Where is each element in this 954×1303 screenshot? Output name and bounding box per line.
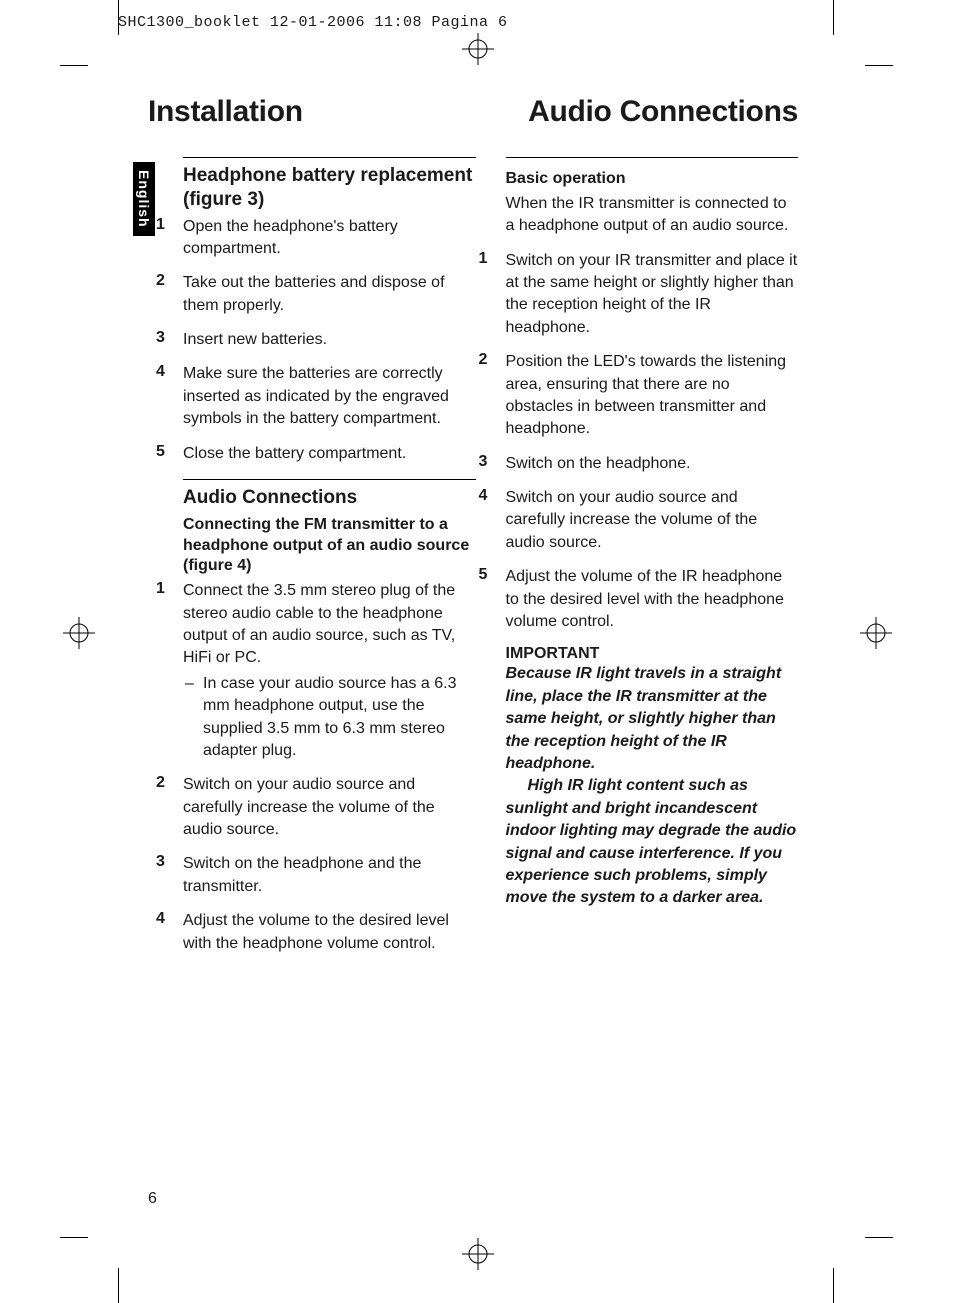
audio-steps: Connect the 3.5 mm stereo plug of the st… xyxy=(183,580,476,955)
left-column: Headphone battery replacement (figure 3)… xyxy=(183,157,476,967)
language-tab: English xyxy=(133,162,155,236)
registration-mark-icon xyxy=(462,1238,494,1270)
step-text: Adjust the volume of the IR headphone to… xyxy=(506,568,784,630)
important-text-1: Because IR light travels in a straight l… xyxy=(506,663,799,775)
step: Close the battery compartment. xyxy=(183,443,476,465)
right-column: Basic operation When the IR transmitter … xyxy=(506,157,799,967)
step: Adjust the volume to the desired level w… xyxy=(183,910,476,955)
columns: Headphone battery replacement (figure 3)… xyxy=(183,157,798,967)
page-number: 6 xyxy=(148,1190,157,1208)
step: Open the headphone's battery compartment… xyxy=(183,216,476,261)
step: Make sure the batteries are correctly in… xyxy=(183,363,476,430)
section-battery-title: Headphone battery replacement (figure 3) xyxy=(183,157,476,212)
step: Switch on your audio source and carefull… xyxy=(506,487,799,554)
step-text: Insert new batteries. xyxy=(183,331,327,348)
step-text: Adjust the volume to the desired level w… xyxy=(183,912,449,951)
step: Switch on your audio source and carefull… xyxy=(183,774,476,841)
step-text: Open the headphone's battery compartment… xyxy=(183,218,398,257)
registration-mark-icon xyxy=(63,617,95,649)
crop-mark xyxy=(60,1237,88,1238)
step-text: Make sure the batteries are correctly in… xyxy=(183,365,449,427)
step-text: Take out the batteries and dispose of th… xyxy=(183,274,445,313)
step: Switch on the headphone and the transmit… xyxy=(183,853,476,898)
step-text: Switch on your audio source and carefull… xyxy=(506,489,758,551)
intro-text: When the IR transmitter is connected to … xyxy=(506,193,799,238)
step-text: Close the battery compartment. xyxy=(183,445,406,462)
important-text-2: High IR light content such as sunlight a… xyxy=(506,775,799,909)
crop-mark xyxy=(865,65,893,66)
step-text: Switch on the headphone. xyxy=(506,455,691,472)
step-text: Switch on your audio source and carefull… xyxy=(183,776,435,838)
page-slug: SHC1300_booklet 12-01-2006 11:08 Pagina … xyxy=(118,14,508,31)
step: Adjust the volume of the IR headphone to… xyxy=(506,566,799,633)
step: Switch on the headphone. xyxy=(506,453,799,475)
section-audio-title: Audio Connections xyxy=(183,479,476,510)
page-content: English Installation Audio Connections H… xyxy=(148,95,798,967)
step-text: Switch on the headphone and the transmit… xyxy=(183,855,421,894)
step-text: Position the LED's towards the listening… xyxy=(506,353,787,437)
step-text: Switch on your IR transmitter and place … xyxy=(506,252,798,336)
registration-mark-icon xyxy=(860,617,892,649)
basic-steps: Switch on your IR transmitter and place … xyxy=(506,250,799,634)
crop-mark xyxy=(60,65,88,66)
crop-mark xyxy=(118,1268,119,1303)
step-text: Connect the 3.5 mm stereo plug of the st… xyxy=(183,582,455,666)
battery-steps: Open the headphone's battery compartment… xyxy=(183,216,476,466)
crop-mark xyxy=(833,1268,834,1303)
rule xyxy=(506,157,799,164)
section-basic-subtitle: Basic operation xyxy=(506,169,799,190)
section-audio-subtitle: Connecting the FM transmitter to a headp… xyxy=(183,515,476,577)
important-heading: IMPORTANT xyxy=(506,645,799,663)
crop-mark xyxy=(865,1237,893,1238)
step: Insert new batteries. xyxy=(183,329,476,351)
step: Take out the batteries and dispose of th… xyxy=(183,272,476,317)
heading-audio-connections: Audio Connections xyxy=(468,95,798,129)
registration-mark-icon xyxy=(462,33,494,65)
step-subitem: In case your audio source has a 6.3 mm h… xyxy=(183,673,476,763)
heading-installation: Installation xyxy=(148,95,468,129)
crop-mark xyxy=(833,0,834,35)
step: Position the LED's towards the listening… xyxy=(506,351,799,441)
step: Switch on your IR transmitter and place … xyxy=(506,250,799,340)
headings-row: Installation Audio Connections xyxy=(148,95,798,129)
step: Connect the 3.5 mm stereo plug of the st… xyxy=(183,580,476,762)
